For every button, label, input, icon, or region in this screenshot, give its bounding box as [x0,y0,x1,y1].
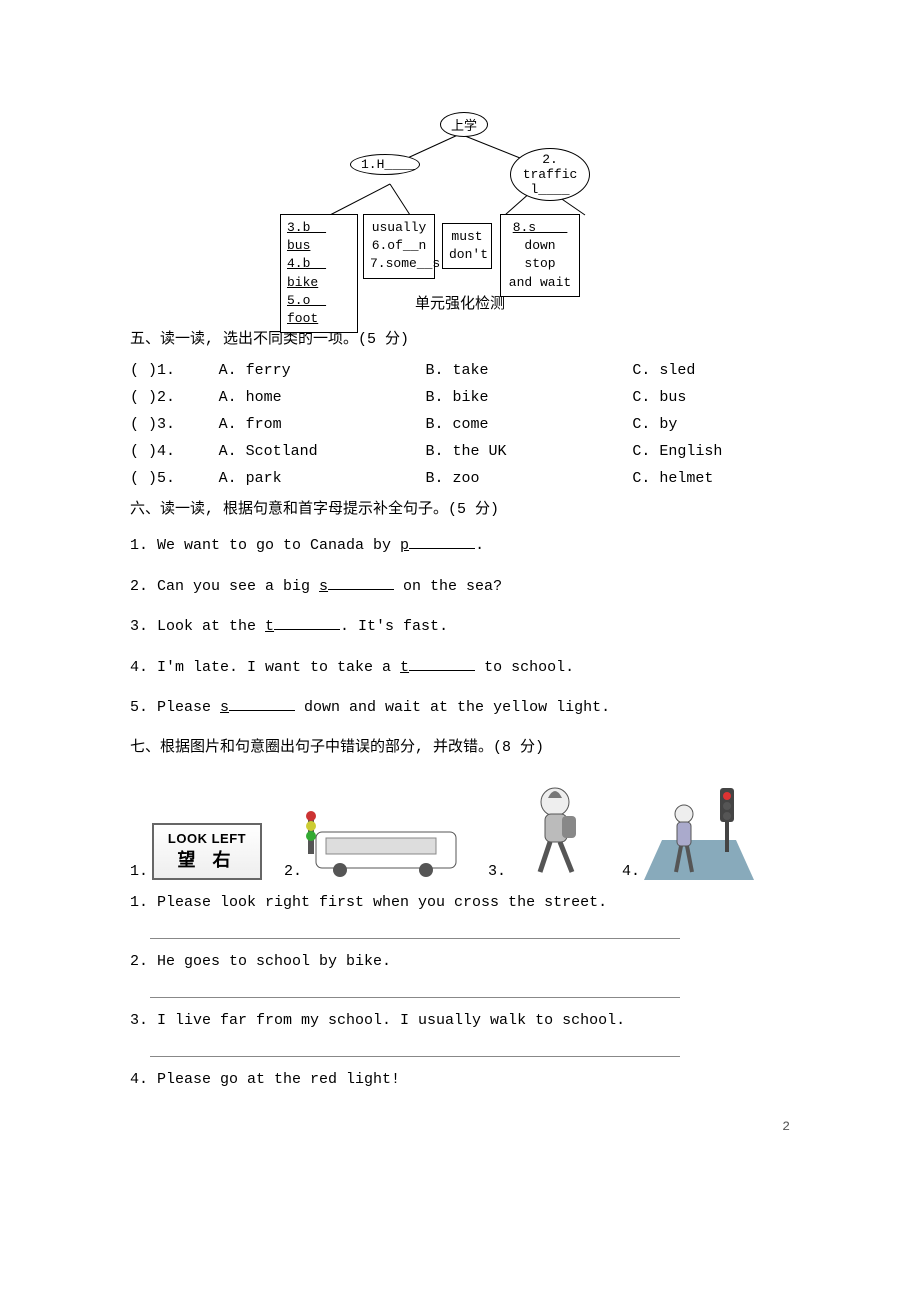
s7-img1-cell: 1. LOOK LEFT 望 右 [130,823,262,880]
s5-q4-paren[interactable]: ( )4. [130,443,219,460]
worksheet-page: 上学 1.H____ 2. traffic l____ 3.b__ bus 4.… [0,0,920,1154]
diagram-b3-l2: don't [449,247,488,262]
s5-q3-paren[interactable]: ( )3. [130,416,219,433]
s6-q3-a: 3. Look at the [130,618,265,635]
look-left-sign-icon: LOOK LEFT 望 右 [152,823,262,880]
s5-q1-b: B. take [426,362,633,379]
s6-q4: 4. I'm late. I want to take a t to schoo… [130,654,790,683]
s5-q3: ( )3. A. from B. come C. by [130,416,790,433]
s6-q4-a: 4. I'm late. I want to take a [130,659,400,676]
s6-q2: 2. Can you see a big s on the sea? [130,573,790,602]
diagram-node-traffic-l1: 2. traffic [523,152,578,182]
bus-at-stop-icon [306,810,466,880]
section6-heading: 六、读一读, 根据句意和首字母提示补全句子。(5 分) [130,497,790,518]
diagram-box-transport: 3.b__ bus 4.b__ bike 5.o__ foot [280,214,358,333]
diagram-b1-l1: 3.b__ bus [287,220,326,253]
s7-img3-cell: 3. [488,780,600,880]
s7-q1-answer[interactable] [150,919,680,939]
diagram-b2-l3: 7.some__s [370,256,440,271]
s5-q2-paren[interactable]: ( )2. [130,389,219,406]
s5-q2-a: A. home [219,389,426,406]
s6-q4-letter: t [400,659,409,676]
s5-q4: ( )4. A. Scotland B. the UK C. English [130,443,790,460]
s5-q1: ( )1. A. ferry B. take C. sled [130,362,790,379]
diagram-b1-l3: 5.o__ foot [287,293,326,326]
diagram-b4-l1: 8.s____ [513,220,568,235]
s7-img4-label: 4. [622,863,640,880]
diagram-b1-l2: 4.b__ bike [287,256,326,289]
s6-q1-b: . [475,537,484,554]
diagram-box-frequency: usually 6.of__n 7.some__s [363,214,435,279]
s6-q5-blank[interactable] [229,696,295,711]
s5-q5-c: C. helmet [632,470,790,487]
s5-q1-a: A. ferry [219,362,426,379]
diagram-box-action: 8.s____ down stop and wait [500,214,580,297]
s6-q2-letter: s [319,578,328,595]
s7-q2-answer[interactable] [150,978,680,998]
diagram-node-traffic: 2. traffic l____ [510,148,590,201]
diagram-box-modal: must don't [442,223,492,269]
diagram-b3-l1: must [451,229,482,244]
s7-q2: 2. He goes to school by bike. [130,953,790,970]
s7-q3: 3. I live far from my school. I usually … [130,1012,790,1029]
diagram-b2-l1: usually [372,220,427,235]
s6-q5-b: down and wait at the yellow light. [295,699,610,716]
s5-q4-b: B. the UK [426,443,633,460]
section5-heading: 五、读一读, 选出不同类的一项。(5 分) [130,327,790,348]
s6-q1-blank[interactable] [409,534,475,549]
s7-q4: 4. Please go at the red light! [130,1071,790,1088]
s5-q5-b: B. zoo [426,470,633,487]
s6-q3-blank[interactable] [274,615,340,630]
s7-img3-label: 3. [488,863,506,880]
section7-heading: 七、根据图片和句意圈出句子中错误的部分, 并改错。(8 分) [130,735,790,756]
s5-q2: ( )2. A. home B. bike C. bus [130,389,790,406]
diagram-b4-l2: down stop [524,238,555,271]
s5-q5-a: A. park [219,470,426,487]
s7-img4-cell: 4. [622,780,754,880]
traffic-light-wait-icon [644,780,754,880]
s7-img2-cell: 2. [284,810,466,880]
s6-q5: 5. Please s down and wait at the yellow … [130,694,790,723]
s6-q2-b: on the sea? [394,578,502,595]
s5-q3-c: C. by [632,416,790,433]
s5-q4-a: A. Scotland [219,443,426,460]
s5-q3-b: B. come [426,416,633,433]
s5-q5: ( )5. A. park B. zoo C. helmet [130,470,790,487]
boy-walking-icon [510,780,600,880]
s6-q2-blank[interactable] [328,575,394,590]
s5-q4-c: C. English [632,443,790,460]
section-subtitle: 单元强化检测 [130,292,790,313]
page-number: 2 [782,1119,790,1134]
s6-q4-blank[interactable] [409,656,475,671]
s6-q3: 3. Look at the t . It's fast. [130,613,790,642]
s5-q2-c: C. bus [632,389,790,406]
s6-q5-letter: s [220,699,229,716]
s5-q2-b: B. bike [426,389,633,406]
mind-map-diagram: 上学 1.H____ 2. traffic l____ 3.b__ bus 4.… [130,110,790,280]
s5-q3-a: A. from [219,416,426,433]
diagram-b4-l3: and wait [509,275,571,290]
diagram-root: 上学 [440,112,488,137]
s6-q3-b: . It's fast. [340,618,448,635]
s5-q1-c: C. sled [632,362,790,379]
s6-q1-a: 1. We want to go to Canada by [130,537,400,554]
diagram-node-h: 1.H____ [350,154,420,175]
s7-q1: 1. Please look right first when you cros… [130,894,790,911]
s6-q5-a: 5. Please [130,699,220,716]
diagram-b2-l2: 6.of__n [372,238,427,253]
s5-q1-paren[interactable]: ( )1. [130,362,219,379]
s7-q3-answer[interactable] [150,1037,680,1057]
s6-q1: 1. We want to go to Canada by p. [130,532,790,561]
lookleft-en: LOOK LEFT [162,831,252,846]
s7-img2-label: 2. [284,863,302,880]
diagram-node-traffic-l2: l____ [530,182,569,197]
s5-q5-paren[interactable]: ( )5. [130,470,219,487]
s6-q4-b: to school. [475,659,574,676]
lookleft-cn: 望 右 [162,846,252,872]
s7-img1-label: 1. [130,863,148,880]
s6-q3-letter: t [265,618,274,635]
s6-q2-a: 2. Can you see a big [130,578,319,595]
s7-image-row: 1. LOOK LEFT 望 右 2. 3. [130,780,790,880]
s6-q1-letter: p [400,537,409,554]
